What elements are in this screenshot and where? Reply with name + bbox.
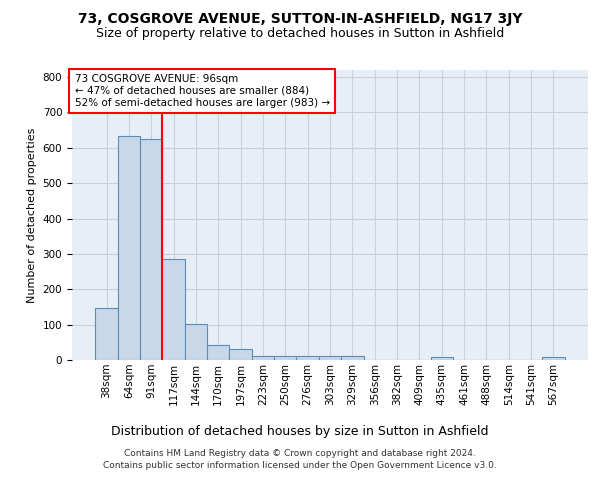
Bar (542, 357, 565, 360)
Bar (140, 140, 163, 360)
Bar (274, 356, 296, 360)
Bar (185, 324, 207, 360)
Text: Contains HM Land Registry data © Crown copyright and database right 2024.: Contains HM Land Registry data © Crown c… (124, 448, 476, 458)
Text: Contains public sector information licensed under the Open Government Licence v3: Contains public sector information licen… (103, 461, 497, 470)
Bar (341, 356, 364, 360)
Bar (296, 356, 319, 360)
Bar (95, 308, 118, 360)
Y-axis label: Number of detached properties: Number of detached properties (27, 128, 37, 302)
Text: 73 COSGROVE AVENUE: 96sqm
← 47% of detached houses are smaller (884)
52% of semi: 73 COSGROVE AVENUE: 96sqm ← 47% of detac… (74, 74, 330, 108)
Bar (229, 350, 252, 360)
Bar (207, 345, 229, 360)
Bar (163, 258, 185, 360)
Bar (319, 356, 341, 360)
Bar (252, 356, 274, 360)
Text: Distribution of detached houses by size in Sutton in Ashfield: Distribution of detached houses by size … (111, 424, 489, 438)
Text: 73, COSGROVE AVENUE, SUTTON-IN-ASHFIELD, NG17 3JY: 73, COSGROVE AVENUE, SUTTON-IN-ASHFIELD,… (78, 12, 522, 26)
Bar (431, 357, 453, 360)
Bar (118, 136, 140, 360)
Text: Size of property relative to detached houses in Sutton in Ashfield: Size of property relative to detached ho… (96, 28, 504, 40)
